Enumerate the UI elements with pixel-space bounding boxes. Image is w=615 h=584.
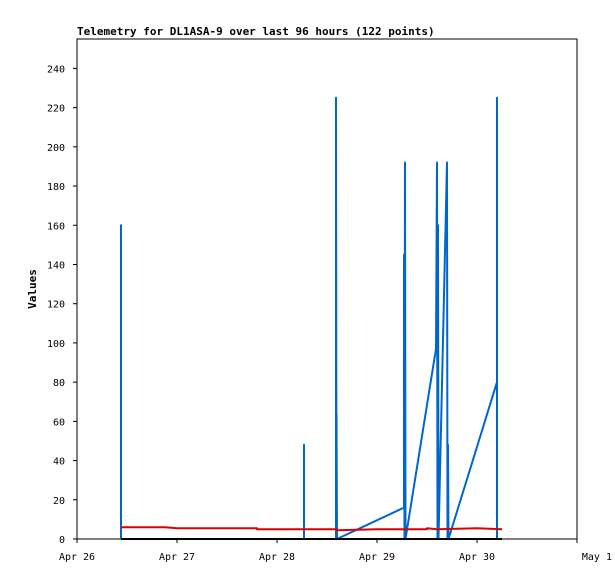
x-tick-label: May 1 <box>582 552 612 563</box>
y-tick-label: 140 <box>47 260 65 271</box>
series-line-0 <box>120 96 498 540</box>
plot-area <box>76 38 578 540</box>
y-tick-label: 100 <box>47 339 65 350</box>
x-axis: Apr 26 Apr 27 Apr 28 Apr 29 Apr 30 May 1 <box>59 539 612 563</box>
series-layer <box>120 96 503 540</box>
y-tick-label: 80 <box>53 378 65 389</box>
y-tick-label: 240 <box>47 64 65 75</box>
y-tick-label: 180 <box>47 182 65 193</box>
y-tick-label: 20 <box>53 496 65 507</box>
y-tick-label: 160 <box>47 221 65 232</box>
x-tick-label: Apr 30 <box>459 552 495 563</box>
x-tick-label: Apr 29 <box>359 552 395 563</box>
y-tick-label: 200 <box>47 143 65 154</box>
y-axis: 0 20 40 60 80 100 120 140 160 180 200 220 240 <box>47 64 77 546</box>
y-tick-label: 60 <box>53 417 65 428</box>
y-tick-label: 220 <box>47 104 65 115</box>
y-tick-label: 40 <box>53 457 65 468</box>
y-tick-label: 120 <box>47 300 65 311</box>
series-line-1 <box>121 526 503 532</box>
x-tick-label: Apr 27 <box>159 552 195 563</box>
chart-title: Telemetry for DL1ASA-9 over last 96 hour… <box>77 25 435 38</box>
x-tick-label: Apr 26 <box>59 552 95 563</box>
y-tick-label: 0 <box>59 535 65 546</box>
x-tick-label: Apr 28 <box>259 552 295 563</box>
y-axis-label: Values <box>26 269 39 309</box>
